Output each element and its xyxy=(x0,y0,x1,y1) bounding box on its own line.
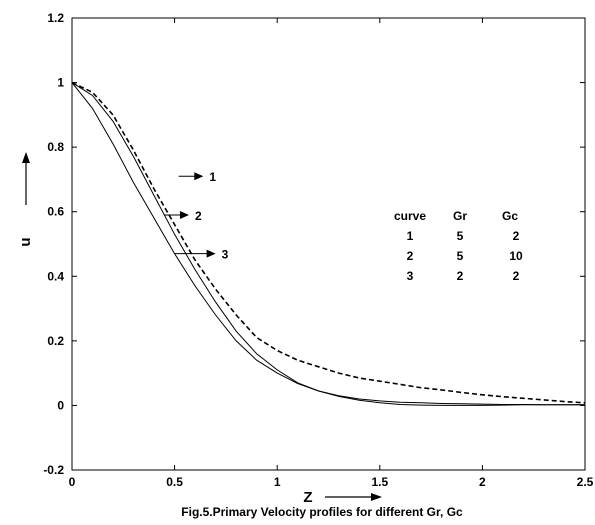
x-tick-label: 0.5 xyxy=(166,475,183,489)
y-tick-label: 0 xyxy=(57,398,64,412)
table-cell: 1 xyxy=(407,229,414,243)
table-cell: 2 xyxy=(513,269,520,283)
table-header-cell: Gc xyxy=(502,209,518,223)
x-tick-label: 1.5 xyxy=(371,475,388,489)
table-cell: 5 xyxy=(457,229,464,243)
table-header-cell: Gr xyxy=(453,209,467,223)
x-tick-label: 1 xyxy=(274,475,281,489)
table-cell: 2 xyxy=(513,229,520,243)
y-tick-label: 0.8 xyxy=(47,140,64,154)
y-axis-label: u xyxy=(17,237,34,246)
table-cell: 5 xyxy=(457,249,464,263)
y-tick-label: 0.4 xyxy=(47,269,64,283)
y-tick-label: -0.2 xyxy=(43,463,64,477)
x-axis-label: Z xyxy=(303,489,312,506)
y-tick-label: 0.2 xyxy=(47,334,64,348)
annotation-label: 3 xyxy=(222,248,229,262)
table-cell: 2 xyxy=(407,249,414,263)
y-tick-label: 0.6 xyxy=(47,205,64,219)
figure-caption: Fig.5.Primary Velocity profiles for diff… xyxy=(181,505,463,519)
annotation-label: 2 xyxy=(195,209,202,223)
annotation-label: 1 xyxy=(209,170,216,184)
x-tick-label: 0 xyxy=(69,475,76,489)
y-tick-label: 1 xyxy=(57,76,64,90)
table-cell: 10 xyxy=(509,249,523,263)
table-cell: 2 xyxy=(457,269,464,283)
y-tick-label: 1.2 xyxy=(47,11,64,25)
x-tick-label: 2.5 xyxy=(577,475,594,489)
table-cell: 3 xyxy=(407,269,414,283)
table-header-cell: curve xyxy=(394,209,426,223)
x-tick-label: 2 xyxy=(479,475,486,489)
